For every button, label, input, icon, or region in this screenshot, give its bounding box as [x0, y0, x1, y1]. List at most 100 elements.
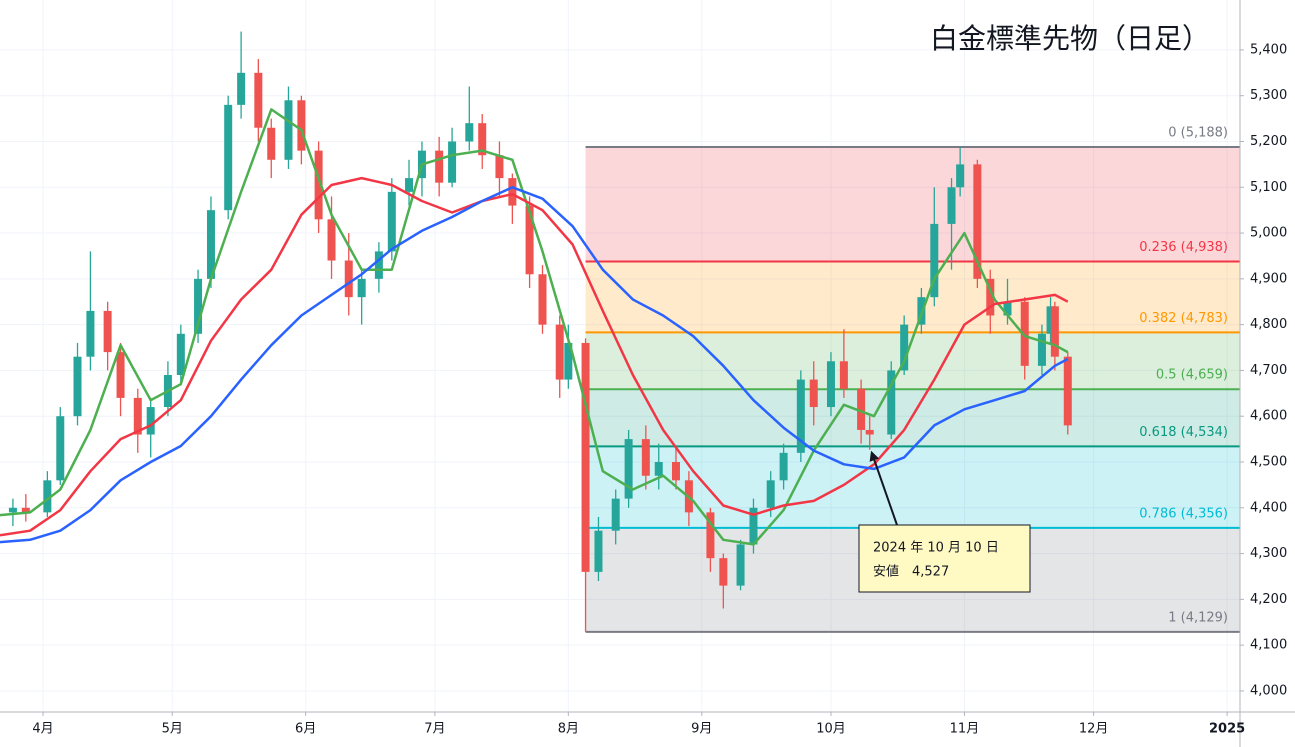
annotation-box [858, 524, 1031, 593]
x-tick-label: 5月 [162, 722, 183, 737]
candle-body [254, 72, 263, 128]
fib-band [585, 446, 1240, 528]
candle-body [405, 178, 414, 192]
candle-body [1037, 333, 1046, 366]
candle-body [611, 498, 620, 531]
moving-average [0, 186, 1069, 544]
annotation-date: 2024 年 10 月 10 日 [873, 541, 999, 556]
candle-body [176, 333, 185, 376]
candle-body [284, 100, 293, 160]
candle-body [779, 452, 788, 481]
candle-body [947, 187, 956, 224]
x-tick-label: 7月 [424, 722, 445, 737]
candle-body [706, 512, 715, 559]
y-tick-label: 5,200 [1250, 134, 1287, 149]
candle-body [581, 342, 590, 572]
y-tick-label: 5,100 [1250, 180, 1287, 195]
candle-body [133, 397, 142, 435]
candle-body [508, 178, 517, 206]
x-tick-label: 9月 [691, 722, 712, 737]
candle-body [465, 123, 474, 142]
candle-body [865, 429, 874, 435]
y-tick-label: 5,300 [1250, 88, 1287, 103]
x-tick-label: 10月 [816, 722, 846, 737]
candle-body [116, 352, 125, 398]
candle-body [1003, 301, 1012, 316]
candle-body [1050, 306, 1059, 357]
fib-band [585, 332, 1240, 390]
x-tick-label: 6月 [295, 722, 316, 737]
fib-band [585, 146, 1240, 262]
candle-body [374, 251, 383, 279]
candle-body [146, 407, 155, 435]
candle-body [719, 558, 728, 586]
fib-label: 0 (5,188) [1168, 125, 1228, 140]
candle-body [641, 439, 650, 476]
fib-band [585, 261, 1240, 333]
x-tick-label: 11月 [950, 722, 980, 737]
candle-body [736, 544, 745, 586]
fib-label: 0.382 (4,783) [1139, 311, 1228, 326]
candle-body [435, 150, 444, 183]
candle-body [826, 361, 835, 408]
y-tick-label: 4,800 [1250, 317, 1287, 332]
candle-body [224, 104, 233, 211]
y-tick-label: 4,300 [1250, 546, 1287, 561]
candle-body [900, 324, 909, 371]
candle-body [525, 205, 534, 275]
candle-body [194, 278, 203, 334]
candle-body [654, 461, 663, 476]
candle-body [387, 191, 396, 252]
candle-body [1063, 356, 1072, 426]
annotation-text: 安値 4,527 [873, 564, 949, 580]
candle-body [21, 507, 30, 513]
y-tick-label: 4,000 [1250, 683, 1287, 698]
moving-average [0, 176, 1069, 537]
x-tick-label: 4月 [32, 722, 53, 737]
y-tick-label: 4,100 [1250, 638, 1287, 653]
fib-label: 0.236 (4,938) [1139, 240, 1228, 255]
y-tick-label: 5,400 [1250, 42, 1287, 57]
fib-label: 0.786 (4,356) [1139, 506, 1228, 521]
y-tick-label: 4,200 [1250, 592, 1287, 607]
candle-body [749, 507, 758, 545]
fib-label: 1 (4,129) [1168, 610, 1228, 625]
candle-body [478, 123, 487, 156]
candle-body [206, 210, 215, 279]
candle-body [56, 416, 65, 481]
x-tick-label: 12月 [1079, 722, 1109, 737]
candle-body [8, 507, 17, 513]
moving-average [0, 108, 1069, 546]
candle-body [671, 461, 680, 481]
candle-body [344, 260, 353, 298]
candle-body [555, 324, 564, 380]
candle-body [624, 439, 633, 499]
candle-body [930, 223, 939, 298]
annotation-arrow [869, 450, 898, 526]
y-tick-label: 5,000 [1250, 226, 1287, 241]
candle-body [267, 127, 276, 160]
candle-body [103, 310, 112, 353]
fib-label: 0.5 (4,659) [1156, 368, 1228, 383]
candle-body [887, 370, 896, 435]
y-tick-label: 4,600 [1250, 409, 1287, 424]
candle-body [796, 379, 805, 453]
candle-body [357, 278, 366, 298]
candle-body [973, 164, 982, 279]
background [0, 0, 1240, 712]
candle-body [297, 100, 306, 151]
y-tick-label: 4,500 [1250, 454, 1287, 469]
candle-body [1020, 301, 1029, 366]
fib-label: 0.618 (4,534) [1139, 425, 1228, 440]
candle-body [857, 388, 866, 430]
candle-body [86, 310, 95, 357]
y-tick-label: 4,700 [1250, 363, 1287, 378]
candle-body [956, 164, 965, 188]
candle-body [986, 278, 995, 316]
chart-title: 白金標準先物（日足） [930, 22, 1210, 55]
candle-body [538, 274, 547, 325]
candle-body [237, 72, 246, 105]
